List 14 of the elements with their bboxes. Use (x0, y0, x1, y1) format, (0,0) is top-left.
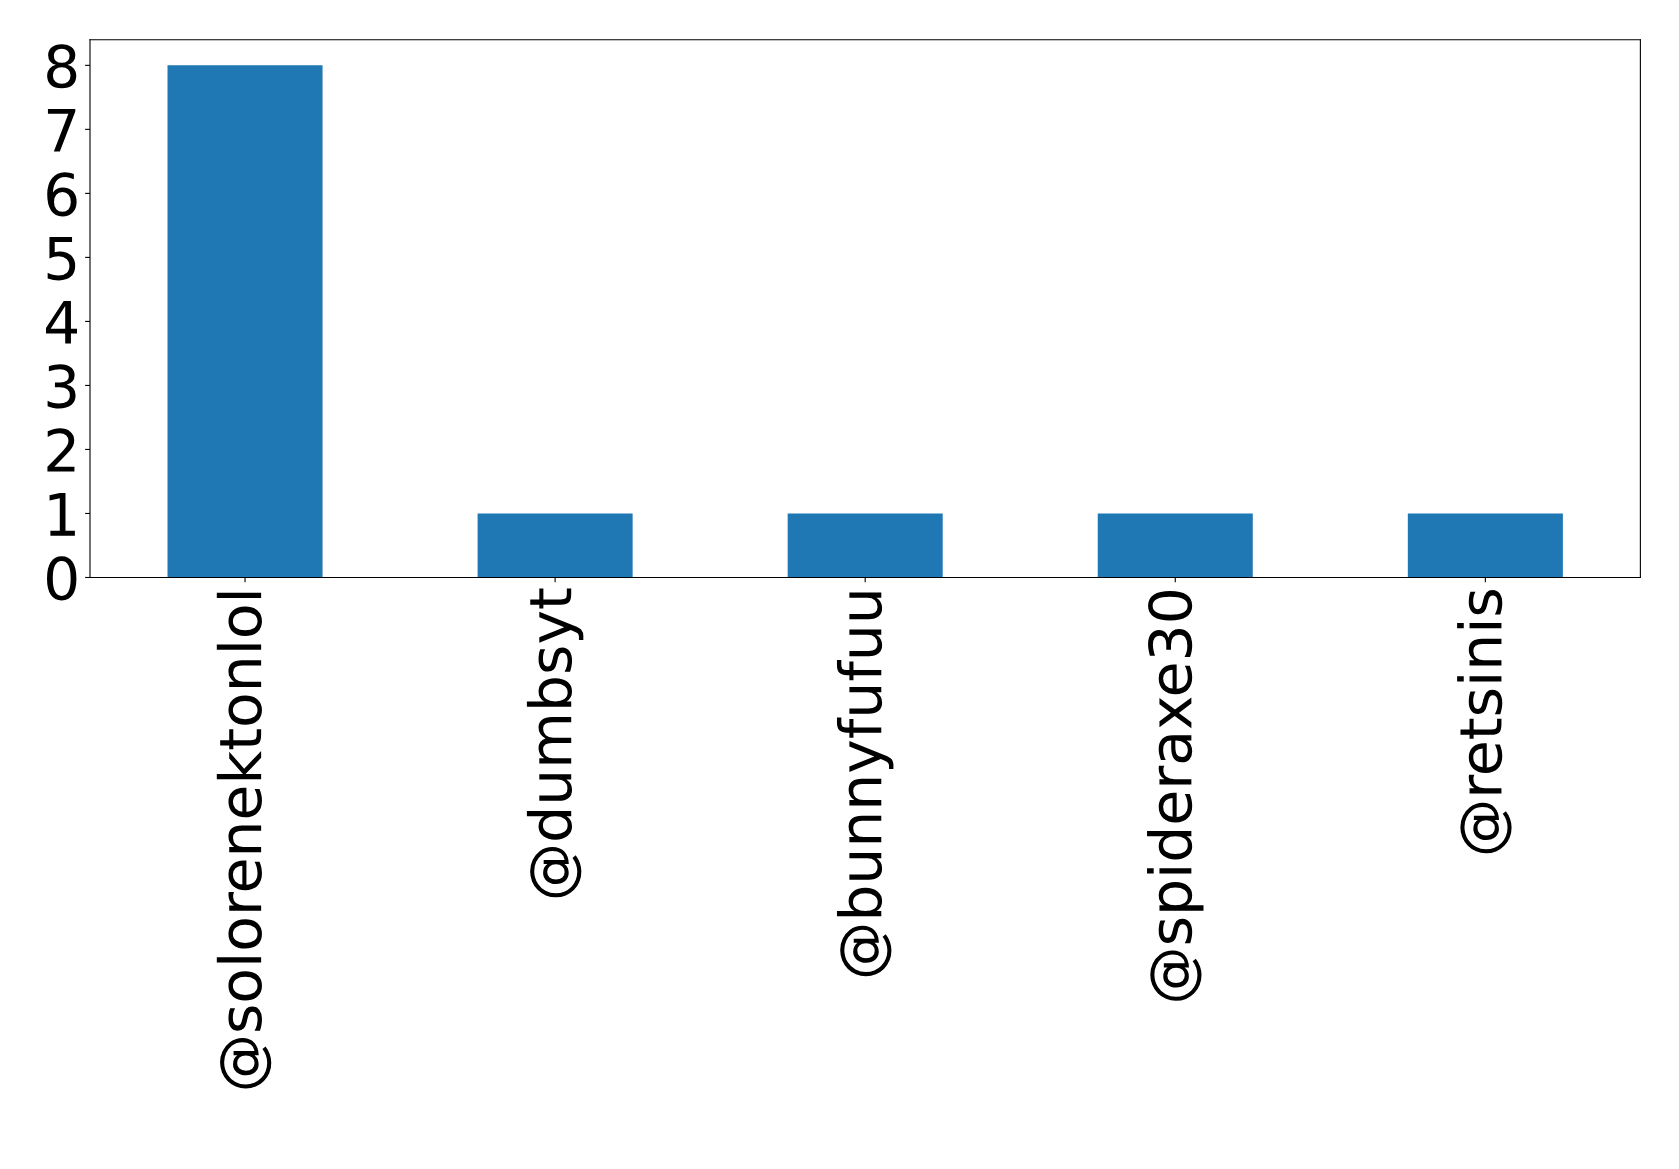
y-tick-label: 8 (47, 44, 77, 89)
x-tick-label: @retsinis (1457, 590, 1512, 854)
y-tick-label: 1 (49, 493, 75, 536)
x-tick-label: @dumbsyt (526, 588, 584, 898)
y-tick-label: 6 (47, 172, 77, 217)
y-tick-label: 5 (47, 237, 76, 281)
x-tick-label: @solorenektonlol (216, 592, 272, 1089)
y-tick-label: 7 (47, 109, 76, 152)
y-tick-label: 4 (46, 301, 77, 344)
x-tick-label: @spideraxe30 (1147, 591, 1204, 1001)
x-tick-label: @bunnyfufuu (836, 592, 894, 977)
y-tick-label: 0 (47, 556, 77, 601)
y-tick-label: 3 (47, 364, 76, 409)
y-tick-label: 2 (47, 428, 75, 472)
